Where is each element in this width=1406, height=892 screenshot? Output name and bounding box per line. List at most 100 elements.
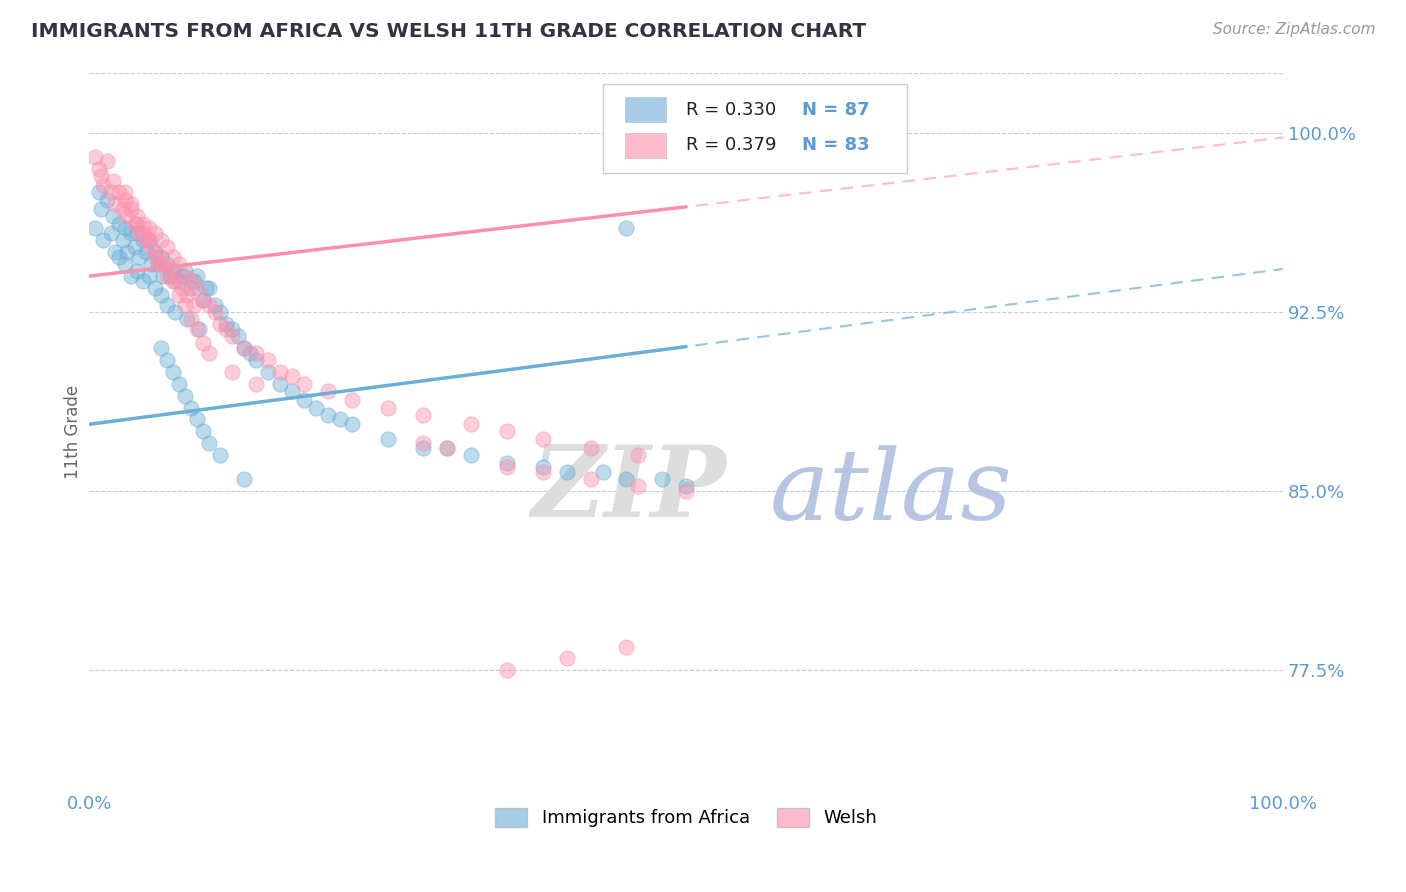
- Point: [245, 352, 267, 367]
- Point: [651, 472, 673, 486]
- Text: Source: ZipAtlas.com: Source: ZipAtlas.com: [1212, 22, 1375, 37]
- Point: [143, 245, 166, 260]
- Point: [228, 329, 250, 343]
- Point: [138, 233, 160, 247]
- Point: [173, 298, 195, 312]
- Point: [616, 221, 638, 235]
- Point: [204, 298, 226, 312]
- Point: [152, 257, 174, 271]
- Point: [167, 288, 190, 302]
- Point: [128, 250, 150, 264]
- Point: [120, 197, 142, 211]
- Point: [148, 250, 170, 264]
- Point: [100, 226, 122, 240]
- Point: [93, 178, 115, 193]
- Point: [132, 274, 155, 288]
- Point: [167, 257, 190, 271]
- Point: [120, 202, 142, 217]
- Point: [340, 417, 363, 432]
- Point: [412, 436, 434, 450]
- Point: [120, 269, 142, 284]
- Point: [96, 193, 118, 207]
- Point: [165, 274, 187, 288]
- Point: [436, 441, 458, 455]
- Point: [204, 305, 226, 319]
- Point: [172, 281, 194, 295]
- Point: [156, 352, 179, 367]
- Y-axis label: 11th Grade: 11th Grade: [65, 384, 82, 478]
- Point: [156, 257, 179, 271]
- Point: [316, 384, 339, 398]
- Point: [186, 412, 208, 426]
- Point: [496, 664, 519, 678]
- Point: [197, 436, 219, 450]
- Point: [188, 321, 211, 335]
- Point: [156, 269, 179, 284]
- Point: [292, 376, 315, 391]
- Point: [555, 651, 578, 665]
- Point: [531, 460, 554, 475]
- Point: [221, 365, 243, 379]
- Point: [675, 479, 697, 493]
- Point: [104, 197, 127, 211]
- Point: [138, 233, 160, 247]
- Point: [579, 472, 602, 486]
- Point: [616, 640, 638, 654]
- Point: [143, 226, 166, 240]
- Point: [101, 210, 124, 224]
- Point: [592, 465, 614, 479]
- Point: [460, 417, 482, 432]
- Point: [149, 233, 172, 247]
- Point: [162, 365, 184, 379]
- Text: N = 87: N = 87: [801, 101, 869, 119]
- Point: [531, 465, 554, 479]
- Point: [132, 226, 155, 240]
- Point: [156, 240, 179, 254]
- Point: [135, 245, 157, 260]
- Point: [191, 425, 214, 439]
- Point: [215, 321, 238, 335]
- Point: [183, 298, 205, 312]
- Point: [531, 432, 554, 446]
- Point: [162, 264, 184, 278]
- Point: [305, 401, 328, 415]
- Point: [125, 226, 148, 240]
- Point: [191, 293, 214, 307]
- Point: [167, 376, 190, 391]
- Point: [143, 281, 166, 295]
- Point: [191, 293, 214, 307]
- Text: ZIP: ZIP: [531, 441, 725, 537]
- Point: [186, 269, 208, 284]
- Point: [111, 202, 134, 217]
- Point: [101, 173, 124, 187]
- Point: [149, 257, 172, 271]
- Point: [125, 210, 148, 224]
- Point: [87, 186, 110, 200]
- Point: [141, 240, 163, 254]
- Point: [183, 274, 205, 288]
- Point: [149, 250, 172, 264]
- Point: [135, 233, 157, 247]
- Point: [257, 365, 280, 379]
- Point: [316, 408, 339, 422]
- Point: [111, 233, 134, 247]
- Point: [176, 312, 198, 326]
- Point: [233, 341, 256, 355]
- Point: [120, 226, 142, 240]
- Point: [173, 269, 195, 284]
- Point: [180, 401, 202, 415]
- Point: [173, 264, 195, 278]
- Text: R = 0.330: R = 0.330: [686, 101, 776, 119]
- Point: [117, 245, 139, 260]
- Point: [215, 317, 238, 331]
- Point: [96, 154, 118, 169]
- Point: [412, 441, 434, 455]
- Point: [209, 305, 232, 319]
- Text: N = 83: N = 83: [801, 136, 869, 154]
- Point: [125, 217, 148, 231]
- Point: [114, 193, 136, 207]
- Point: [100, 186, 122, 200]
- Point: [156, 298, 179, 312]
- Point: [138, 269, 160, 284]
- Point: [125, 264, 148, 278]
